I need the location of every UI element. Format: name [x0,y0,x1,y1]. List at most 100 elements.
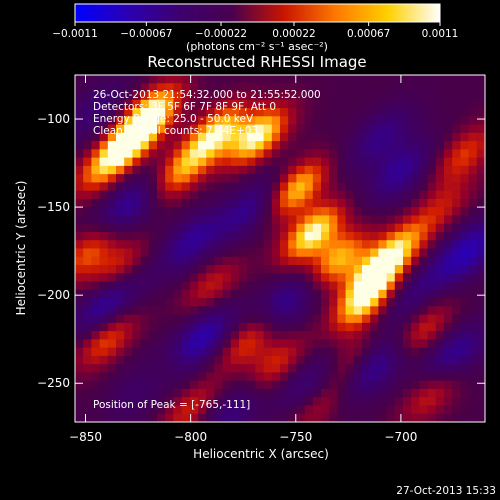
heatmap-cell [337,314,347,324]
heatmap-cell [247,397,256,407]
heatmap-cell [263,99,273,109]
heatmap-cell [247,116,256,126]
heatmap-cell [99,413,109,422]
heatmap-cell [321,413,330,422]
heatmap-cell [452,380,461,390]
heatmap-cell [444,99,453,109]
heatmap-cell [411,240,420,250]
heatmap-cell [280,198,289,208]
colorbar-tick-label: −0.0011 [52,28,98,40]
heatmap-cell [280,306,289,316]
heatmap-cell [312,289,322,299]
heatmap-cell [132,339,142,349]
heatmap-cell [75,190,84,200]
heatmap-cell [312,306,322,316]
heatmap-cell [181,116,191,126]
heatmap-cell [75,215,84,225]
heatmap-cell [460,265,470,274]
heatmap-cell [140,231,150,241]
heatmap-cell [198,314,207,324]
heatmap-cell [427,198,437,208]
heatmap-cell [427,75,437,84]
heatmap-cell [460,240,470,250]
heatmap-cell [132,405,142,415]
heatmap-cell [427,347,437,357]
heatmap-cell [411,124,420,134]
heatmap-cell [247,306,256,316]
heatmap-cell [157,198,166,208]
heatmap-cell [140,388,150,398]
heatmap-cell [181,331,191,340]
heatmap-cell [444,298,453,307]
heatmap-cell [132,116,142,126]
heatmap-cell [337,124,347,134]
heatmap-cell [140,223,150,233]
heatmap-cell [148,91,158,101]
heatmap-cell [312,75,322,84]
heatmap-cell [312,388,322,398]
heatmap-cell [353,331,363,340]
heatmap-cell [124,397,133,407]
heatmap-cell [468,273,478,283]
heatmap-cell [452,91,461,101]
heatmap-cell [239,339,248,349]
heatmap-cell [288,157,297,167]
heatmap-cell [353,347,363,357]
heatmap-cell [304,331,314,340]
heatmap-cell [444,248,453,258]
heatmap-cell [263,413,273,422]
heatmap-cell [271,322,281,332]
heatmap-cell [230,240,240,250]
heatmap-cell [435,91,445,101]
heatmap-cell [116,413,125,422]
heatmap-cell [419,182,429,192]
heatmap-cell [214,248,224,258]
heatmap-cell [476,413,485,422]
heatmap-cell [83,380,92,390]
heatmap-cell [124,355,133,365]
heatmap-cell [173,108,183,117]
heatmap-cell [91,265,101,274]
heatmap-cell [173,83,183,93]
heatmap-cell [157,75,166,84]
heatmap-cell [206,83,215,93]
heatmap-cell [83,347,92,357]
heatmap-cell [255,397,265,407]
heatmap-cell [452,174,461,183]
heatmap-cell [312,132,322,142]
heatmap-cell [189,298,199,307]
heatmap-cell [304,207,314,217]
heatmap-cell [435,240,445,250]
heatmap-cell [91,149,101,159]
heatmap-cell [394,248,404,258]
heatmap-cell [99,273,109,283]
heatmap-cell [353,322,363,332]
heatmap-cell [263,397,273,407]
heatmap-cell [107,215,117,225]
heatmap-cell [345,281,355,291]
heatmap-cell [460,405,470,415]
heatmap-cell [148,99,158,109]
heatmap-cell [468,182,478,192]
heatmap-cell [198,331,207,340]
heatmap-cell [165,289,174,299]
heatmap-cell [107,256,117,266]
heatmap-cell [91,331,101,340]
heatmap-cell [394,99,404,109]
heatmap-cell [189,190,199,200]
heatmap-cell [312,248,322,258]
heatmap-cell [124,372,133,382]
heatmap-cell [329,174,338,183]
heatmap-cell [263,165,273,175]
heatmap-cell [116,108,125,117]
heatmap-cell [247,281,256,291]
heatmap-cell [116,165,125,175]
heatmap-cell [444,141,453,150]
heatmap-cell [378,108,388,117]
heatmap-cell [75,141,84,150]
heatmap-cell [181,413,191,422]
heatmap-cell [239,223,248,233]
heatmap-cell [173,165,183,175]
heatmap-cell [140,347,150,357]
heatmap-cell [116,91,125,101]
